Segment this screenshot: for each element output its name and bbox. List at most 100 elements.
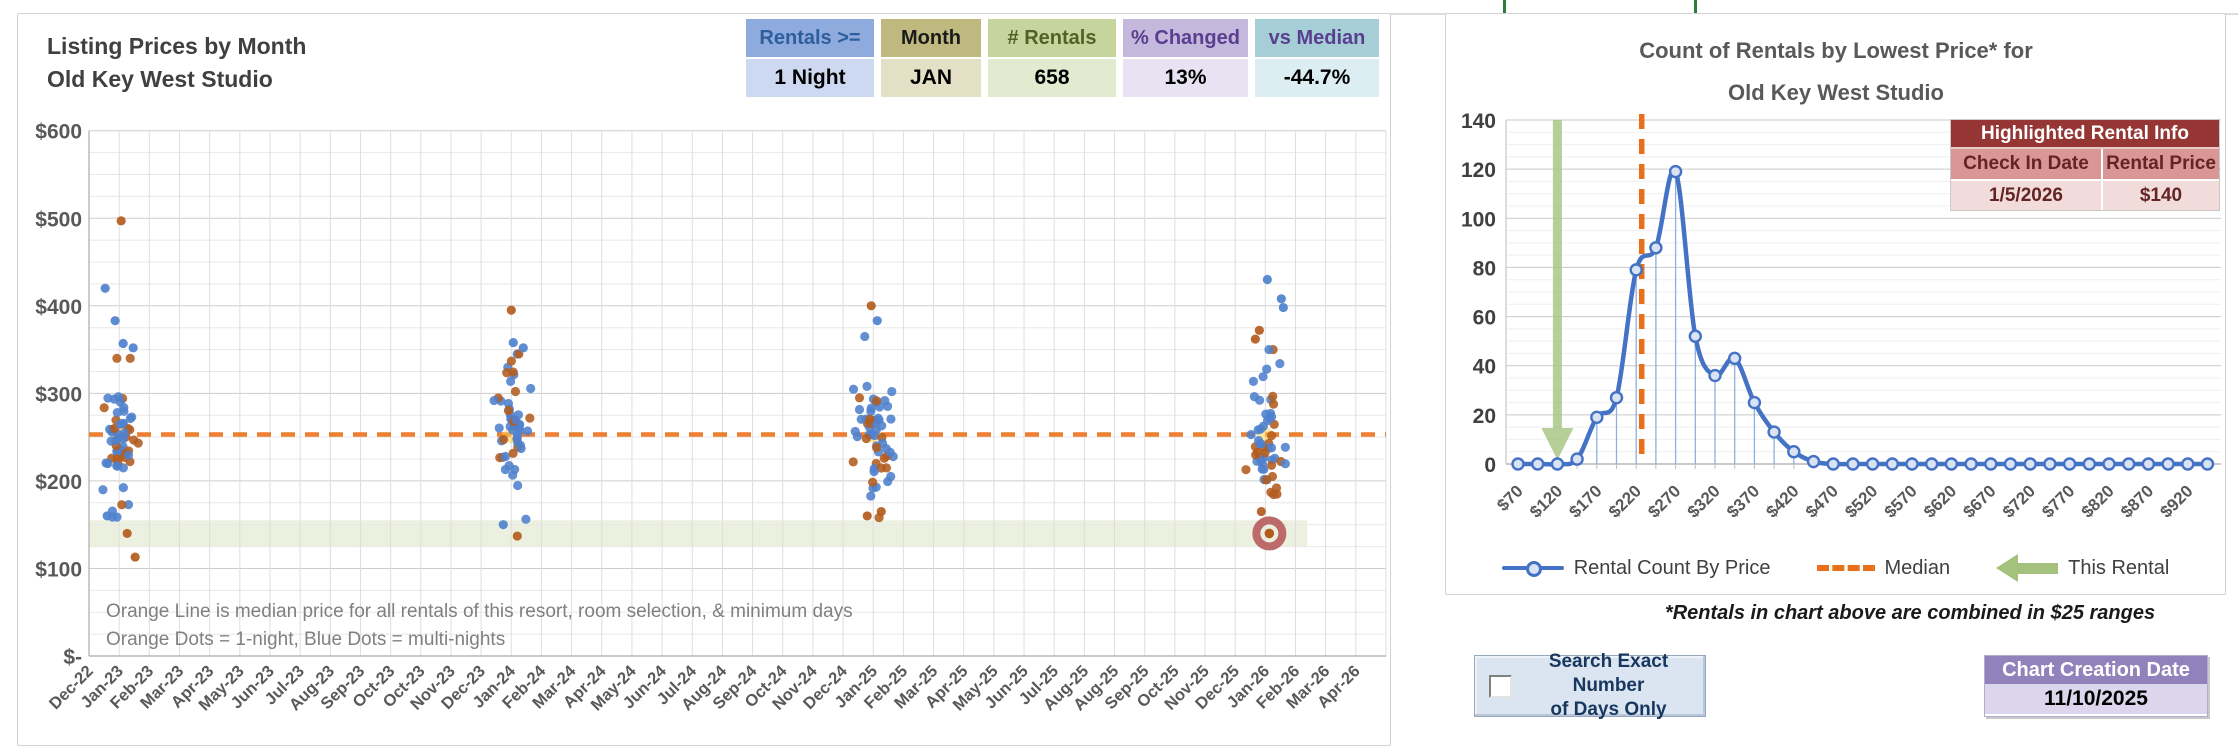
highlighted-rental-info-table: Highlighted Rental Info Check In Date Re… xyxy=(1950,119,2220,211)
chart-creation-date: Chart Creation Date 11/10/2025 xyxy=(1984,655,2208,717)
rental-count-marker xyxy=(2082,457,2096,471)
rental-count-marker xyxy=(1708,368,1722,383)
left-y-tick: $400 xyxy=(35,296,82,319)
summary-header-vs-median: vs Median xyxy=(1255,19,1379,57)
chart-creation-date-value: 11/10/2025 xyxy=(1985,684,2207,714)
right-x-tick: $420 xyxy=(1762,481,1802,521)
right-y-tick: 120 xyxy=(1461,159,1496,182)
summary-col-num-rentals: # Rentals 658 xyxy=(988,19,1116,97)
rental-count-marker xyxy=(1944,457,1959,471)
listing-dot xyxy=(1255,395,1265,405)
rental-count-marker xyxy=(1787,445,1801,459)
listing-dot xyxy=(513,430,523,440)
listing-prices-scatter-chart[interactable]: $600$500$400$300$200$100$-Dec-22Jan-23Fe… xyxy=(18,14,1390,745)
listing-dot xyxy=(112,461,122,471)
legend-rental-count: Rental Count By Price xyxy=(1501,556,1771,580)
listing-dot xyxy=(1258,372,1268,382)
legend-median-label: Median xyxy=(1884,556,1951,579)
listing-dot xyxy=(866,301,876,311)
listing-dot xyxy=(118,483,128,493)
summary-col-pct-changed: % Changed 13% xyxy=(1123,19,1248,97)
right-chart-legend: Rental Count By Price Median This Rental xyxy=(1446,554,2225,582)
listing-dot xyxy=(1256,439,1266,449)
listing-dot xyxy=(506,356,516,366)
listing-dot xyxy=(1256,506,1266,517)
left-y-tick: $300 xyxy=(35,383,82,406)
selected-cell-border-left xyxy=(1503,0,1506,14)
right-x-tick: $470 xyxy=(1802,481,1842,521)
listing-dot xyxy=(880,395,890,406)
summary-value-vs-median: -44.7% xyxy=(1255,59,1379,97)
search-exact-days-control[interactable]: Search Exact Number of Days Only xyxy=(1474,651,1706,720)
rental-count-marker xyxy=(1846,457,1860,471)
rental-price-value: $140 xyxy=(2103,179,2219,210)
summary-col-vs-median: vs Median -44.7% xyxy=(1255,19,1379,97)
listing-dot xyxy=(1253,425,1263,435)
legend-this-rental: This Rental xyxy=(1996,554,2169,582)
rental-count-marker xyxy=(2023,457,2037,471)
right-x-tick: $70 xyxy=(1493,481,1526,514)
rental-count-marker xyxy=(1728,351,1742,366)
rental-count-marker xyxy=(1550,457,1565,471)
left-y-tick: $100 xyxy=(35,558,82,581)
summary-col-rentals-ge: Rentals >= 1 Night xyxy=(746,19,874,97)
listing-dot xyxy=(1266,431,1277,441)
right-chart-title-line2: Old Key West Studio xyxy=(1728,80,1944,105)
rental-count-marker xyxy=(1570,452,1584,466)
rental-count-marker xyxy=(2102,457,2116,471)
listing-dot xyxy=(848,457,858,467)
rental-count-marker xyxy=(1688,329,1703,343)
listing-dot xyxy=(854,393,865,403)
listing-dot xyxy=(881,463,892,473)
summary-header-rentals-ge: Rentals >= xyxy=(746,19,874,57)
listing-dot xyxy=(526,383,536,394)
scatter-dots xyxy=(98,216,1290,562)
dashed-line-swatch xyxy=(1816,565,1875,571)
listing-dot xyxy=(866,406,876,416)
right-x-tick: $620 xyxy=(1920,481,1960,521)
summary-header-num-rentals: # Rentals xyxy=(988,19,1116,57)
listing-dot xyxy=(886,471,896,482)
left-y-tick: $200 xyxy=(35,471,82,494)
listing-dot xyxy=(112,454,122,464)
listing-dot xyxy=(513,480,523,491)
right-chart-title: Count of Rentals by Lowest Price* for Ol… xyxy=(1486,30,2186,114)
listing-dot xyxy=(125,353,135,363)
rental-count-marker xyxy=(1590,410,1604,425)
rental-count-marker xyxy=(1668,164,1683,179)
listing-dot xyxy=(123,500,134,510)
rental-count-marker xyxy=(2062,457,2077,471)
left-y-tick: $- xyxy=(63,646,82,669)
summary-col-month: Month JAN xyxy=(881,19,981,97)
listing-dot xyxy=(504,460,514,471)
listing-dot xyxy=(1261,475,1271,485)
summary-value-num-rentals: 658 xyxy=(988,59,1116,97)
search-exact-days-checkbox[interactable] xyxy=(1489,674,1512,698)
listing-dot xyxy=(119,402,129,413)
listing-dot xyxy=(1262,364,1272,374)
rental-count-marker xyxy=(1905,457,1919,471)
right-y-tick: 20 xyxy=(1473,405,1496,428)
listing-dot xyxy=(119,428,130,438)
right-y-tick: 80 xyxy=(1473,257,1496,280)
highlighted-rental-info-title: Highlighted Rental Info xyxy=(1951,120,2219,149)
listing-dot xyxy=(866,491,876,501)
rental-count-line-chart[interactable]: 0 20 40 60 80 100 120 140 $70 $120 $170 $220 $270 $32… xyxy=(1446,14,2225,594)
chart-notes: Orange Line is median price for all rent… xyxy=(106,598,853,654)
legend-rental-count-label: Rental Count By Price xyxy=(1573,556,1771,579)
right-x-tick: $170 xyxy=(1565,481,1605,521)
listing-dot xyxy=(508,337,518,348)
rental-count-marker xyxy=(2043,457,2057,471)
listing-dot xyxy=(1265,413,1275,424)
listing-dot xyxy=(1272,489,1282,499)
rental-count-marker xyxy=(1511,457,1525,471)
listing-dot xyxy=(98,485,108,495)
listing-dot xyxy=(109,394,119,404)
right-x-tick: $520 xyxy=(1841,481,1881,521)
right-x-tick: $270 xyxy=(1644,481,1684,521)
right-y-tick: 0 xyxy=(1484,454,1496,477)
listing-dot xyxy=(117,500,127,510)
check-in-date-value: 1/5/2026 xyxy=(1951,179,2103,210)
rental-count-marker xyxy=(1609,390,1624,405)
